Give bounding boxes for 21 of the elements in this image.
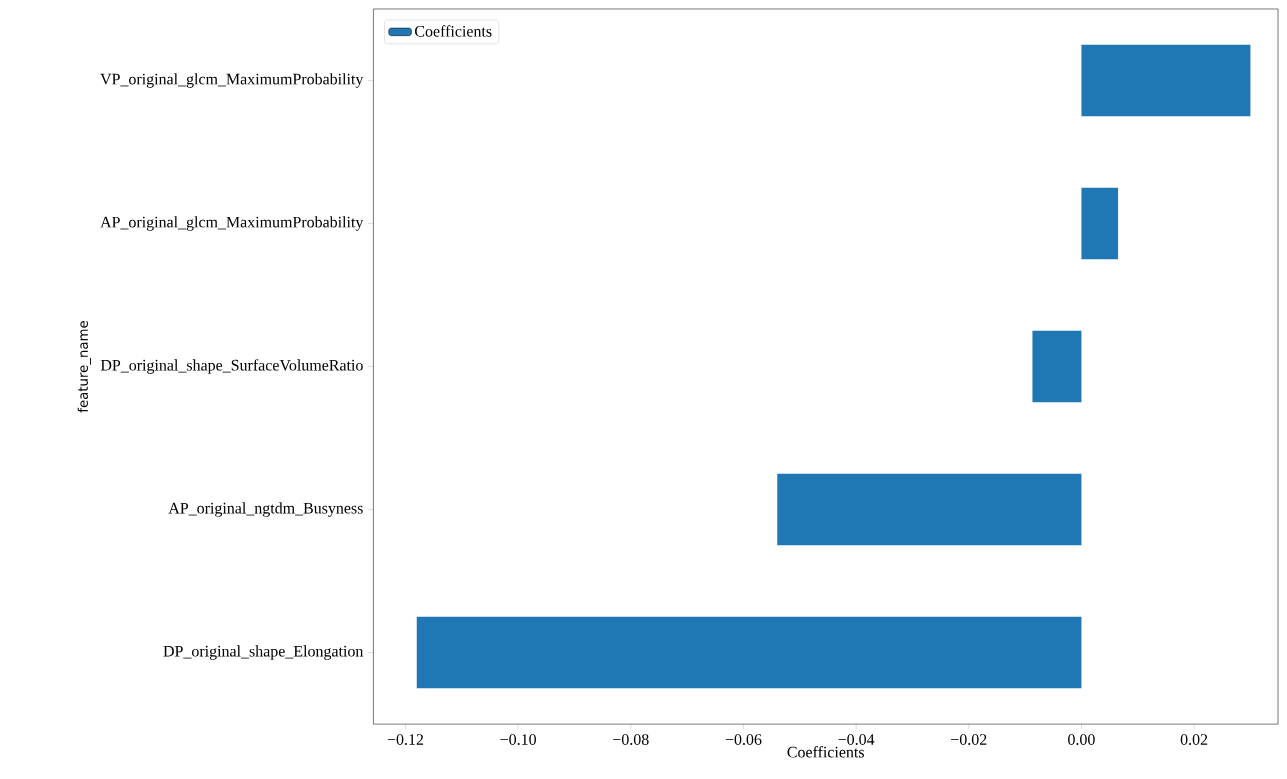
bar bbox=[416, 616, 1082, 689]
y-tick-label: DP_original_shape_SurfaceVolumeRatio bbox=[100, 359, 363, 374]
x-tick-label: −0.04 bbox=[838, 734, 875, 745]
bar bbox=[1032, 330, 1082, 403]
x-axis-title: Coefficients bbox=[787, 746, 864, 758]
y-tick-label: AP_original_glcm_MaximumProbability bbox=[100, 216, 364, 231]
y-tick-label: AP_original_ngtdm_Busyness bbox=[168, 502, 363, 517]
y-tick-label: DP_original_shape_Elongation bbox=[163, 645, 364, 660]
bar bbox=[1081, 44, 1251, 117]
bar bbox=[777, 473, 1082, 546]
x-tick-label: −0.08 bbox=[613, 734, 649, 745]
y-tick-label: VP_original_glcm_MaximumProbability bbox=[100, 73, 364, 88]
legend-label: Coefficients bbox=[415, 25, 492, 37]
x-tick-label: −0.10 bbox=[500, 734, 536, 745]
bar bbox=[1081, 187, 1119, 260]
x-tick-label: −0.02 bbox=[951, 734, 987, 745]
x-tick-label: 0.00 bbox=[1068, 734, 1095, 745]
x-tick-label: −0.12 bbox=[387, 734, 424, 745]
y-axis-title: feature_name bbox=[77, 321, 91, 413]
x-tick-label: −0.06 bbox=[725, 734, 762, 745]
x-tick-label: 0.02 bbox=[1180, 734, 1208, 745]
